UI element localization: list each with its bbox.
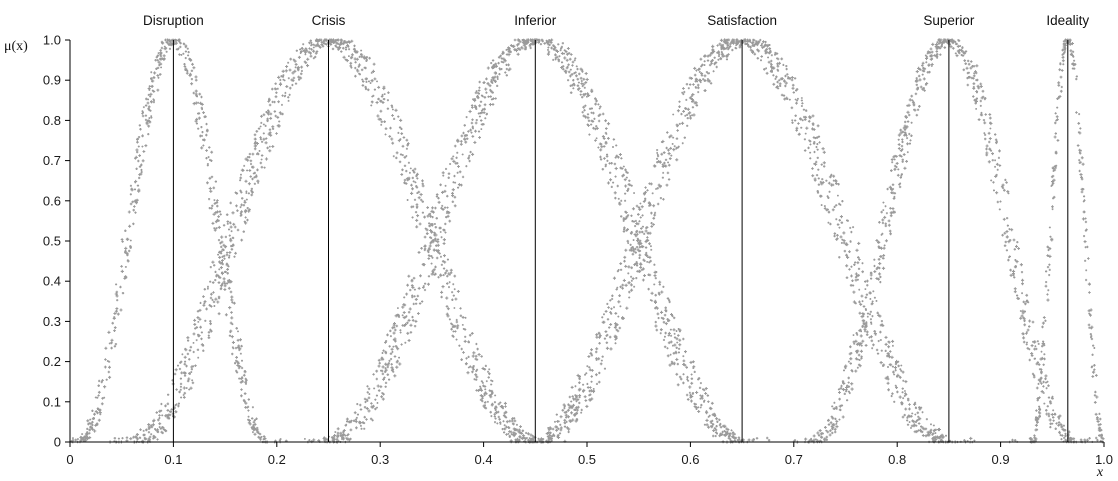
x-tick-label: 0.4 [475,452,493,467]
series-points-ideality [1008,38,1105,444]
series-satisfaction [510,38,976,444]
x-axis-label: x [1096,465,1104,480]
series-ideality [1008,38,1105,444]
x-tick-label: 0.2 [268,452,286,467]
x-tick-label: 0.9 [992,452,1010,467]
series-layer [68,38,1105,444]
series-points-inferior [304,38,771,444]
series-superior [792,38,1099,444]
x-tick-label: 0.3 [371,452,389,467]
y-tick-label: 0.2 [43,354,61,369]
center-lines [172,40,1069,442]
y-tick-label: 1.0 [43,33,61,48]
y-tick-label: 0.6 [43,193,61,208]
category-label-satisfaction: Satisfaction [707,13,777,28]
y-tick-label: 0.8 [43,113,61,128]
category-label-disruption: Disruption [143,13,204,28]
x-tick-label: 0.1 [164,452,182,467]
category-label-ideality: Ideality [1046,13,1089,28]
y-tick-label: 0.9 [43,73,61,88]
y-tick-label: 0 [54,435,61,450]
series-points-crisis [108,38,567,444]
y-tick-label: 0.4 [43,274,61,289]
x-tick-label: 1.0 [1095,452,1113,467]
category-label-superior: Superior [923,13,975,28]
x-tick-label: 0.5 [578,452,596,467]
x-tick-label: 0.6 [681,452,699,467]
axes [65,39,1105,447]
x-tick-label: 0.7 [785,452,803,467]
series-points-satisfaction [510,38,976,444]
series-points-disruption [68,38,288,444]
x-tick-label: 0.8 [888,452,906,467]
series-inferior [304,38,771,444]
category-label-crisis: Crisis [312,13,346,28]
y-tick-label: 0.5 [43,234,61,249]
labels: Disruption Crisis Inferior Satisfaction Supe… [4,13,1113,480]
series-points-superior [792,38,1099,444]
series-disruption [68,38,288,444]
y-tick-label: 0.7 [43,153,61,168]
y-tick-label: 0.3 [43,314,61,329]
x-tick-label: 0 [66,452,73,467]
y-tick-label: 0.1 [43,394,61,409]
series-crisis [108,38,567,444]
y-axis-label: μ(x) [4,39,28,54]
category-label-inferior: Inferior [514,13,557,28]
